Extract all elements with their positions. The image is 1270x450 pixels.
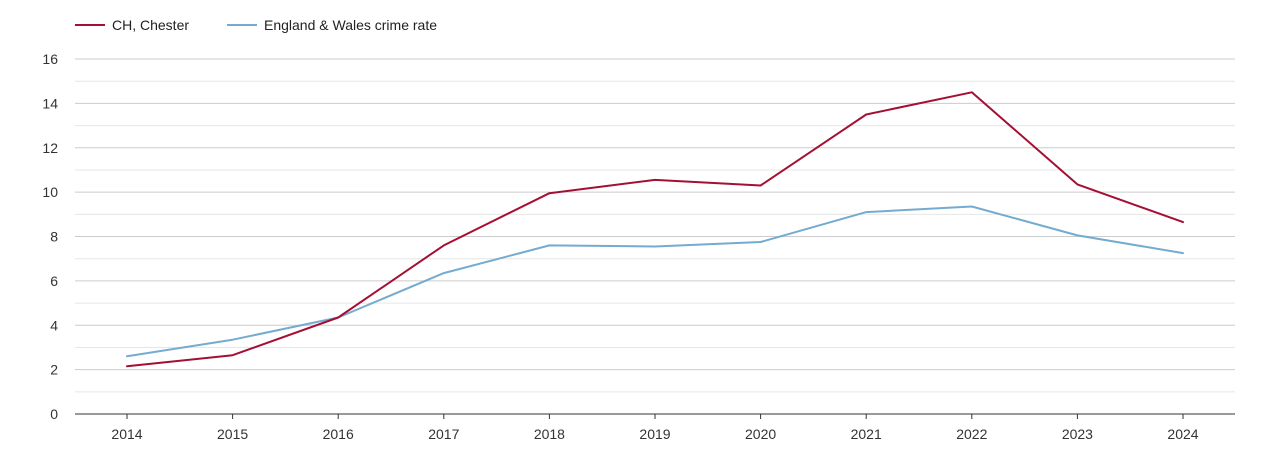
y-axis-ticks: 0 2 4 6 8 10 12 14 16 [42,51,58,422]
x-tick-label: 2018 [534,426,565,442]
y-tick-label: 16 [42,51,58,67]
x-tick-label: 2017 [428,426,459,442]
series-line-england-wales[interactable] [126,205,1184,358]
x-tick-label: 2023 [1062,426,1093,442]
legend-item-england-wales[interactable]: England & Wales crime rate [227,17,437,33]
legend: CH, Chester England & Wales crime rate [75,17,437,33]
y-tick-label: 12 [42,140,58,156]
x-tick-label: 2022 [956,426,987,442]
x-tick-label: 2020 [745,426,776,442]
x-tick-label: 2024 [1167,426,1198,442]
x-tick-label: 2019 [639,426,670,442]
y-tick-label: 6 [50,273,58,289]
legend-label-england-wales: England & Wales crime rate [264,17,437,33]
x-tick-label: 2016 [323,426,354,442]
x-axis-ticks: 2014 2015 2016 2017 2018 2019 2020 2021 2022 2023… [111,414,1199,442]
y-tick-label: 8 [50,229,58,245]
y-tick-label: 2 [50,362,58,378]
legend-item-ch-chester[interactable]: CH, Chester [75,17,189,33]
y-tick-label: 0 [50,406,58,422]
x-tick-label: 2015 [217,426,248,442]
x-tick-label: 2021 [851,426,882,442]
series-line-ch-chester[interactable] [126,91,1184,368]
y-tick-label: 10 [42,184,58,200]
y-tick-label: 4 [50,317,58,333]
series-lines [126,91,1184,368]
y-tick-label: 14 [42,95,58,111]
legend-label-ch-chester: CH, Chester [112,17,189,33]
gridlines [75,58,1235,393]
x-tick-label: 2014 [111,426,142,442]
